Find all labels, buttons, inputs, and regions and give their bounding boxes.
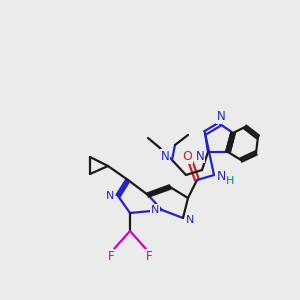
- Text: N: N: [106, 191, 114, 201]
- Text: O: O: [182, 151, 192, 164]
- Text: N: N: [196, 149, 204, 163]
- Text: N: N: [216, 170, 226, 184]
- Text: F: F: [108, 250, 114, 262]
- Text: N: N: [186, 215, 194, 225]
- Text: N: N: [217, 110, 225, 124]
- Text: N: N: [160, 149, 169, 163]
- Text: N: N: [151, 205, 159, 215]
- Text: H: H: [226, 176, 234, 186]
- Text: F: F: [146, 250, 152, 262]
